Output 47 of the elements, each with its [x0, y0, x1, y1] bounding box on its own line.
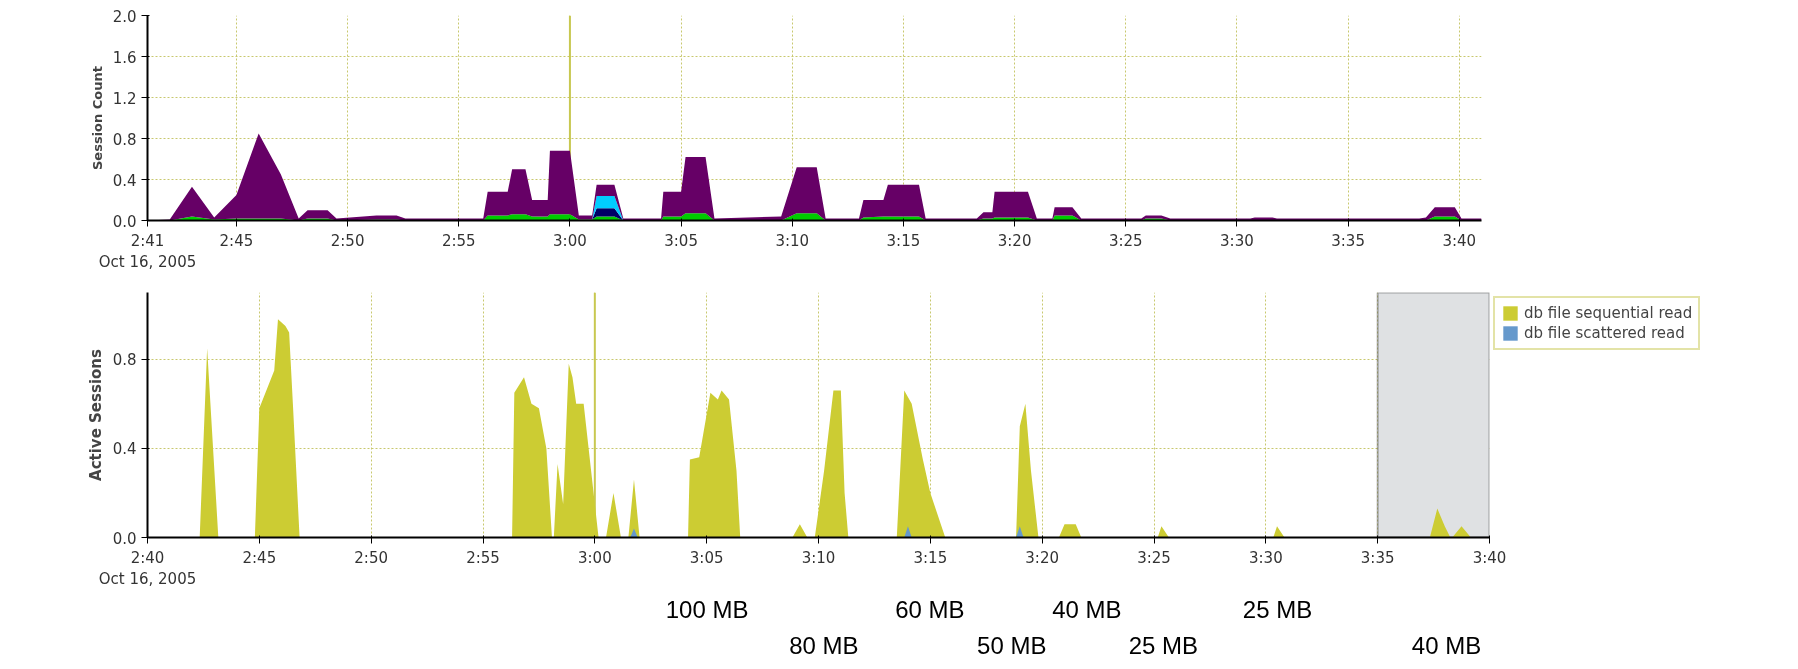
- x-tick-label: 3:30: [1248, 548, 1283, 567]
- x-tick-label: 3:15: [886, 231, 921, 250]
- x-tick-label: 3:30: [1220, 231, 1254, 250]
- text: 40 MB: [1411, 632, 1482, 660]
- y-tick-label: 0.8: [112, 351, 137, 370]
- y-axis-title: Active Sessions: [86, 348, 105, 481]
- legend-label: db file sequential read: [1524, 304, 1693, 322]
- x-tick-label: 2:41 Oct 16, 2005: [98, 231, 197, 272]
- x-tick-label: 3:40: [1472, 548, 1507, 567]
- text: 25 MB: [1128, 632, 1199, 660]
- text: 100 MB: [665, 595, 749, 623]
- x-tick-label: 3:05: [689, 548, 724, 567]
- x-tick-label: 3:05: [664, 231, 698, 250]
- y-tick-label: 0.0: [112, 529, 137, 548]
- x-tick-label: 3:15: [913, 548, 948, 567]
- x-tick-label: 3:10: [775, 231, 810, 250]
- x-tick-label: 2:55: [466, 548, 500, 567]
- text: 80 MB: [789, 632, 859, 660]
- x-tick-label: 3:35: [1360, 548, 1395, 567]
- y-axis-title: Session Count: [89, 65, 105, 171]
- y-tick-label: 1.2: [112, 89, 137, 108]
- text: 50 MB: [977, 632, 1047, 660]
- y-tick-label: 0.0: [112, 212, 137, 231]
- x-tick-label: 3:00: [553, 231, 587, 250]
- x-tick-label: 2:50: [354, 548, 389, 567]
- x-tick-label: 3:10: [801, 548, 836, 567]
- x-tick-label: 2:40 Oct 16, 2005: [98, 548, 197, 589]
- text: 25 MB: [1242, 595, 1313, 623]
- x-tick-label: 3:20: [997, 231, 1032, 250]
- text: 40 MB: [1052, 595, 1122, 623]
- x-tick-label: 2:45: [242, 548, 277, 567]
- y-tick-label: 0.8: [112, 130, 137, 149]
- x-tick-label: 3:20: [1025, 548, 1060, 567]
- y-tick-label: 0.4: [112, 440, 137, 459]
- x-tick-label: 3:25: [1108, 231, 1143, 250]
- x-tick-label: 3:00: [577, 548, 612, 567]
- x-tick-label: 2:55: [441, 231, 476, 250]
- y-tick-label: 2.0: [112, 7, 137, 26]
- x-tick-label: 3:35: [1331, 231, 1365, 250]
- y-tick-label: 1.6: [112, 48, 137, 67]
- text: 60 MB: [895, 595, 965, 623]
- x-tick-label: 2:50: [330, 231, 365, 250]
- legend-label: db file scattered read: [1524, 324, 1685, 342]
- x-tick-label: 3:25: [1137, 548, 1171, 567]
- y-tick-label: 0.4: [112, 171, 137, 190]
- x-tick-label: 3:40: [1442, 231, 1477, 250]
- x-tick-label: 2:45: [219, 231, 254, 250]
